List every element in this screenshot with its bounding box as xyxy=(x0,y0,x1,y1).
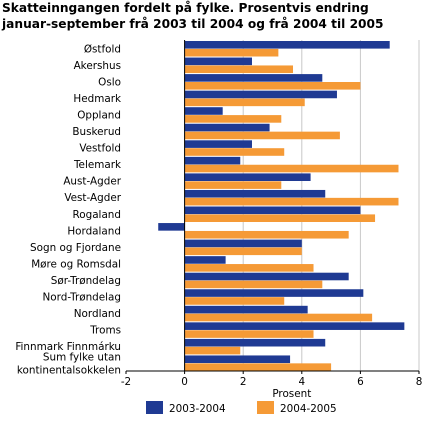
bar-2003-2004 xyxy=(184,355,291,364)
bar-2004-2005 xyxy=(184,313,373,322)
x-tick-label: 4 xyxy=(298,376,305,388)
bar-2004-2005 xyxy=(184,247,302,256)
bar-2003-2004 xyxy=(184,322,405,330)
legend: 2003-2004 2004-2005 xyxy=(146,401,337,415)
x-tick-label: -2 xyxy=(121,376,131,388)
bar-2004-2005 xyxy=(184,98,305,107)
category-label: Buskerud xyxy=(72,126,121,138)
bar-2004-2005 xyxy=(184,131,340,140)
category-label: Troms xyxy=(89,325,121,337)
bar-2003-2004 xyxy=(184,272,349,281)
bar-2004-2005 xyxy=(184,197,399,206)
category-label: Østfold xyxy=(84,43,121,55)
x-tick-label: 6 xyxy=(357,376,364,388)
category-label: Vestfold xyxy=(79,143,121,155)
bar-2003-2004 xyxy=(158,223,185,231)
category-label: Hedmark xyxy=(73,93,121,105)
x-tick-label: 8 xyxy=(416,376,423,388)
bar-2004-2005 xyxy=(184,65,294,74)
bar-2004-2005 xyxy=(184,330,314,338)
bar-2004-2005 xyxy=(184,48,279,57)
bar-2003-2004 xyxy=(184,74,323,82)
bar-2004-2005 xyxy=(184,115,282,123)
category-label: Rogaland xyxy=(72,209,121,221)
bars-layer xyxy=(158,41,405,371)
bar-2003-2004 xyxy=(184,57,252,66)
category-label: Møre og Romsdal xyxy=(31,258,121,270)
bar-2003-2004 xyxy=(184,289,364,297)
axis-layer xyxy=(125,40,420,374)
category-label: Nord-Trøndelag xyxy=(43,292,121,304)
category-labels: Østfold Akershus Oslo Hedmark Oppland Buskeru… xyxy=(15,43,121,376)
bar-2003-2004 xyxy=(184,173,311,181)
legend-label: 2004-2005 xyxy=(280,403,337,415)
grid-layer xyxy=(184,40,420,371)
bar-2004-2005 xyxy=(184,230,349,239)
bar-2004-2005 xyxy=(184,346,241,355)
bar-2003-2004 xyxy=(184,189,326,198)
bar-2004-2005 xyxy=(184,297,285,305)
category-label: Akershus xyxy=(74,60,121,72)
legend-label: 2003-2004 xyxy=(169,403,226,415)
bar-2003-2004 xyxy=(184,338,326,347)
legend-swatch xyxy=(146,401,163,414)
bar-2003-2004 xyxy=(184,123,270,132)
bar-2004-2005 xyxy=(184,264,314,272)
category-label: Sogn og Fjordane xyxy=(30,242,121,254)
category-label: Nordland xyxy=(74,308,121,320)
category-label: Finnmark Finnmárku xyxy=(15,341,121,353)
bar-2003-2004 xyxy=(184,239,302,248)
category-label: Sum fylke utan kontinentalsokkelen xyxy=(17,352,121,377)
bar-2003-2004 xyxy=(184,206,361,215)
x-tick-labels: -2 0 2 4 6 8 xyxy=(121,376,423,388)
category-label: Aust-Agder xyxy=(63,176,121,188)
bar-2003-2004 xyxy=(184,140,252,148)
x-axis-title: Prosent xyxy=(272,388,311,400)
category-label: Oppland xyxy=(77,109,121,121)
legend-swatch xyxy=(257,401,274,414)
category-label: Sør-Trøndelag xyxy=(51,275,121,287)
bar-2004-2005 xyxy=(184,280,323,289)
x-tick-label: 2 xyxy=(240,376,247,388)
bar-2004-2005 xyxy=(184,82,361,90)
x-tick-label: 0 xyxy=(181,376,188,388)
bar-2004-2005 xyxy=(184,164,399,173)
category-label: Hordaland xyxy=(67,225,121,237)
category-label: Telemark xyxy=(73,159,121,171)
bar-2003-2004 xyxy=(184,41,390,49)
bar-2004-2005 xyxy=(184,181,282,189)
bar-2003-2004 xyxy=(184,256,226,264)
bar-2003-2004 xyxy=(184,107,223,115)
bar-2004-2005 xyxy=(184,214,376,222)
bar-2004-2005 xyxy=(184,148,285,156)
bar-2003-2004 xyxy=(184,156,241,165)
bar-2003-2004 xyxy=(184,90,337,99)
bar-2004-2005 xyxy=(184,363,332,371)
bar-2003-2004 xyxy=(184,305,308,314)
chart-title: Skatteinngangen fordelt på fylke. Prosen… xyxy=(2,1,384,31)
category-label: Vest-Agder xyxy=(64,192,121,204)
category-label: Oslo xyxy=(98,76,121,88)
